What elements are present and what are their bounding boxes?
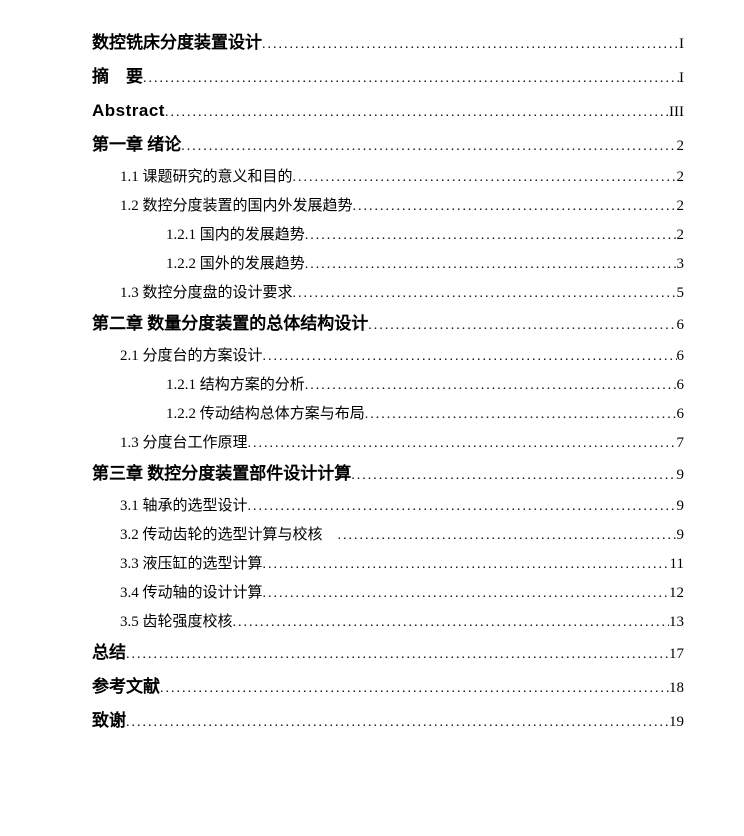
toc-title: 1.2.1 国内的发展趋势 [166, 228, 305, 243]
toc-leader [305, 258, 677, 272]
toc-row: 数控铣床分度装置设计 I [92, 34, 684, 52]
toc-leader [181, 140, 676, 154]
toc-title: 1.1 课题研究的意义和目的 [120, 170, 293, 185]
toc-row: 1.2.2 国外的发展趋势 3 [92, 257, 684, 272]
toc-title: 1.3 分度台工作原理 [120, 436, 248, 451]
toc-row: 第一章 绪论 2 [92, 136, 684, 154]
toc-title: 致谢 [92, 712, 126, 729]
toc-row: 3.1 轴承的选型设计 9 [92, 499, 684, 514]
toc-leader [233, 616, 669, 630]
toc-row: 1.2.2 传动结构总体方案与布局 6 [92, 407, 684, 422]
toc-leader [143, 72, 679, 86]
toc-leader [351, 469, 676, 483]
toc-title: 第三章 数控分度装置部件设计计算 [92, 465, 351, 482]
toc-row: 参考文献 18 [92, 678, 684, 696]
table-of-contents: 数控铣床分度装置设计I摘 要IAbstractIII第一章 绪论21.1 课题研… [92, 34, 684, 730]
toc-row: 总结 17 [92, 644, 684, 662]
toc-title: 3.5 齿轮强度校核 [120, 615, 233, 630]
toc-row: 1.3 数控分度盘的设计要求 5 [92, 286, 684, 301]
toc-page-number: 6 [677, 378, 685, 393]
toc-page-number: 9 [677, 528, 685, 543]
toc-title: 3.1 轴承的选型设计 [120, 499, 248, 514]
toc-page-number: I [679, 37, 684, 52]
toc-leader [126, 716, 669, 730]
toc-page-number: 9 [677, 468, 685, 483]
toc-leader [263, 558, 670, 572]
toc-row: Abstract III [92, 102, 684, 120]
toc-title: 1.2.1 结构方案的分析 [166, 378, 305, 393]
toc-title: 1.2.2 传动结构总体方案与布局 [166, 407, 365, 422]
toc-leader [305, 379, 677, 393]
toc-title: 参考文献 [92, 678, 160, 695]
toc-row: 第三章 数控分度装置部件设计计算 9 [92, 465, 684, 483]
toc-page-number: 11 [670, 557, 684, 572]
toc-row: 2.1 分度台的方案设计 6 [92, 349, 684, 364]
document-page: 数控铣床分度装置设计I摘 要IAbstractIII第一章 绪论21.1 课题研… [0, 0, 744, 836]
toc-page-number: 12 [669, 586, 684, 601]
toc-title: 1.2.2 国外的发展趋势 [166, 257, 305, 272]
toc-page-number: 7 [677, 436, 685, 451]
toc-page-number: 2 [677, 170, 685, 185]
toc-row: 1.2 数控分度装置的国内外发展趋势 2 [92, 199, 684, 214]
toc-row: 致谢 19 [92, 712, 684, 730]
toc-page-number: 13 [669, 615, 684, 630]
toc-page-number: 3 [677, 257, 685, 272]
toc-leader [293, 287, 677, 301]
toc-title: 2.1 分度台的方案设计 [120, 349, 263, 364]
toc-leader [165, 106, 669, 120]
toc-row: 1.2.1 结构方案的分析 6 [92, 378, 684, 393]
toc-page-number: 6 [677, 318, 685, 333]
toc-page-number: III [669, 105, 684, 120]
toc-leader [293, 171, 677, 185]
toc-leader [262, 38, 679, 52]
toc-title: 3.4 传动轴的设计计算 [120, 586, 263, 601]
toc-page-number: I [679, 71, 684, 86]
toc-page-number: 6 [677, 349, 685, 364]
toc-title: 总结 [92, 644, 126, 661]
toc-title: 数控铣床分度装置设计 [92, 34, 262, 51]
toc-page-number: 19 [669, 715, 684, 730]
toc-title: 第二章 数量分度装置的总体结构设计 [92, 315, 368, 332]
toc-row: 摘 要I [92, 68, 684, 86]
toc-leader [368, 319, 676, 333]
toc-leader [365, 408, 677, 422]
toc-leader [338, 529, 677, 543]
toc-page-number: 18 [669, 681, 684, 696]
toc-leader [160, 682, 669, 696]
toc-page-number: 6 [677, 407, 685, 422]
toc-leader [126, 648, 669, 662]
toc-title: 3.3 液压缸的选型计算 [120, 557, 263, 572]
toc-page-number: 2 [677, 228, 685, 243]
toc-leader [263, 350, 677, 364]
toc-title: 1.3 数控分度盘的设计要求 [120, 286, 293, 301]
toc-leader [263, 587, 669, 601]
toc-page-number: 2 [677, 139, 685, 154]
toc-title: Abstract [92, 102, 165, 119]
toc-title: 摘 要 [92, 68, 143, 85]
toc-leader [305, 229, 677, 243]
toc-page-number: 9 [677, 499, 685, 514]
toc-row: 3.2 传动齿轮的选型计算与校核 9 [92, 528, 684, 543]
toc-leader [248, 500, 677, 514]
toc-row: 1.1 课题研究的意义和目的 2 [92, 170, 684, 185]
toc-row: 3.5 齿轮强度校核 13 [92, 615, 684, 630]
toc-row: 3.4 传动轴的设计计算 12 [92, 586, 684, 601]
toc-row: 1.3 分度台工作原理 7 [92, 436, 684, 451]
toc-title: 3.2 传动齿轮的选型计算与校核 [120, 528, 338, 543]
toc-leader [248, 437, 677, 451]
toc-page-number: 2 [677, 199, 685, 214]
toc-leader [353, 200, 677, 214]
toc-page-number: 5 [677, 286, 685, 301]
toc-row: 3.3 液压缸的选型计算 11 [92, 557, 684, 572]
toc-title: 第一章 绪论 [92, 136, 181, 153]
toc-row: 第二章 数量分度装置的总体结构设计 6 [92, 315, 684, 333]
toc-row: 1.2.1 国内的发展趋势 2 [92, 228, 684, 243]
toc-title: 1.2 数控分度装置的国内外发展趋势 [120, 199, 353, 214]
toc-page-number: 17 [669, 647, 684, 662]
